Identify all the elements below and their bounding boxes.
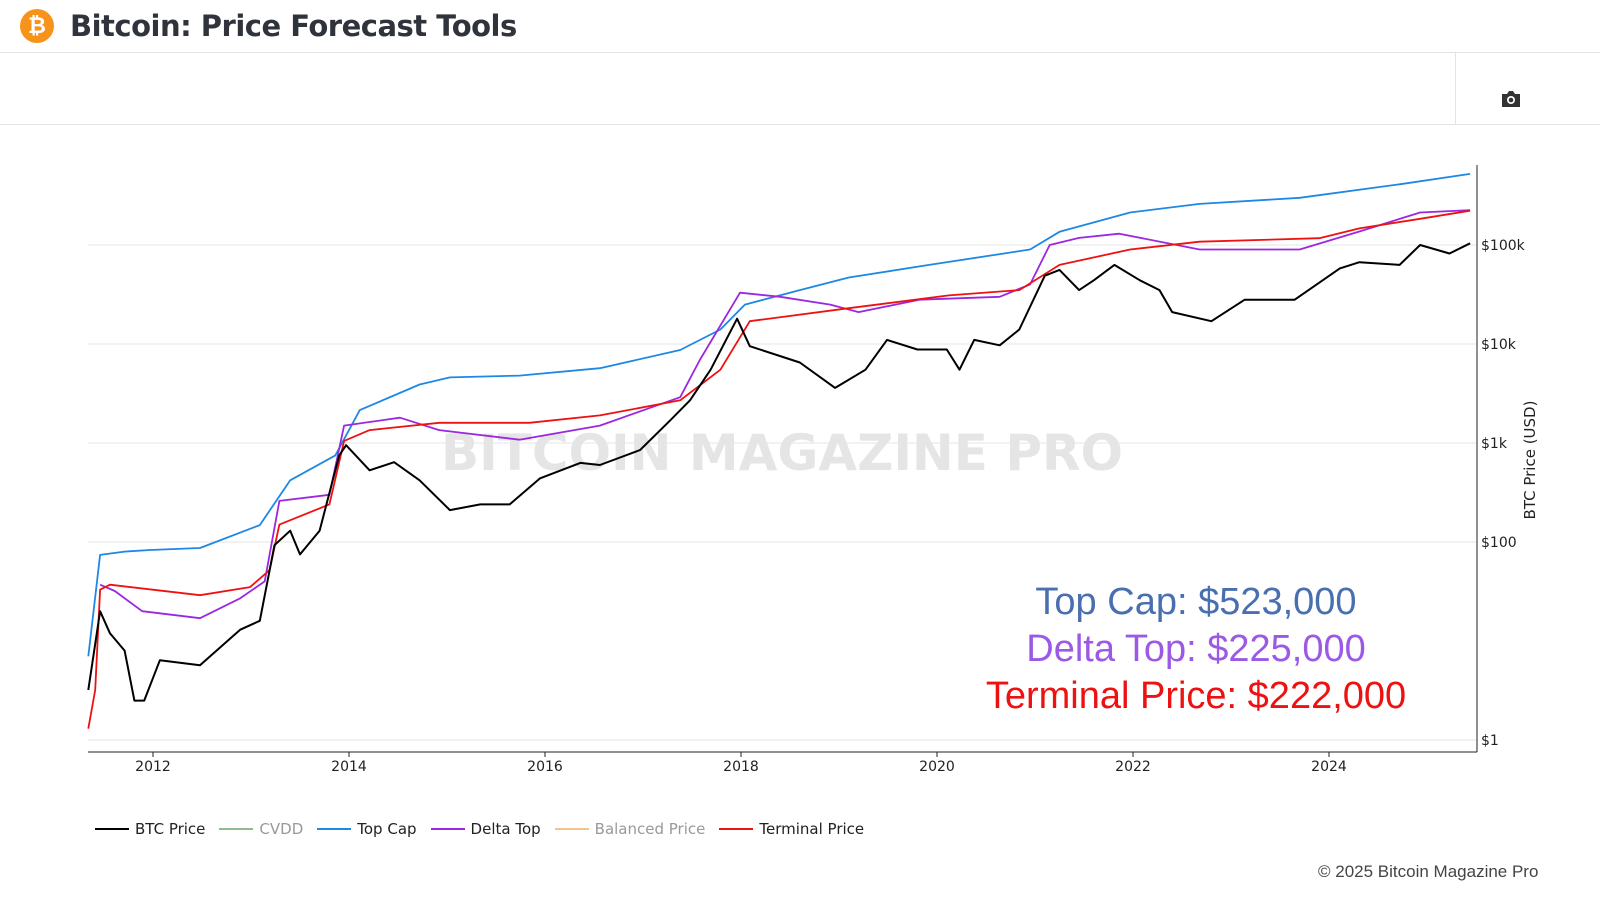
series-btc-price [87,242,1471,702]
legend-item-delta-top[interactable]: Delta Top [430,820,541,838]
y-tick-label: $10k [1481,337,1517,353]
x-tick-label: 2022 [1115,759,1151,775]
camera-icon[interactable] [1500,90,1522,108]
x-tick-label: 2016 [527,759,563,775]
watermark: BITCOIN MAGAZINE PRO [441,424,1123,482]
annotation-delta-top: Delta Top: $225,000 [1026,628,1365,670]
series-terminal-price [87,209,1471,729]
legend-item-cvdd[interactable]: CVDD [219,820,303,838]
legend-item-top-cap[interactable]: Top Cap [317,820,417,838]
y-axis-label: BTC Price (USD) [1521,401,1539,520]
x-tick-label: 2012 [135,759,171,775]
x-tick-label: 2024 [1311,759,1347,775]
toolbar [0,53,1600,125]
header: ₿ Bitcoin: Price Forecast Tools [0,0,1600,53]
copyright: © 2025 Bitcoin Magazine Pro [1318,862,1539,881]
series-delta-top [99,209,1471,620]
y-tick-label: $1 [1481,733,1499,749]
series-top-cap [87,173,1471,657]
bitcoin-icon: ₿ [20,9,54,43]
y-tick-label: $100 [1481,535,1517,551]
y-tick-label: $1k [1481,436,1508,452]
x-tick-label: 2020 [919,759,955,775]
legend-item-btc-price[interactable]: BTC Price [95,820,205,838]
annotation-terminal-price: Terminal Price: $222,000 [986,675,1406,717]
annotation-top-cap: Top Cap: $523,000 [1035,581,1356,623]
x-tick-label: 2014 [331,759,367,775]
page-title: Bitcoin: Price Forecast Tools [70,9,517,43]
legend-item-terminal-price[interactable]: Terminal Price [719,820,864,838]
legend: BTC Price CVDD Top Cap Delta Top Balance… [95,820,864,838]
x-tick-label: 2018 [723,759,759,775]
legend-item-balanced-price[interactable]: Balanced Price [554,820,705,838]
y-tick-label: $100k [1481,238,1526,254]
